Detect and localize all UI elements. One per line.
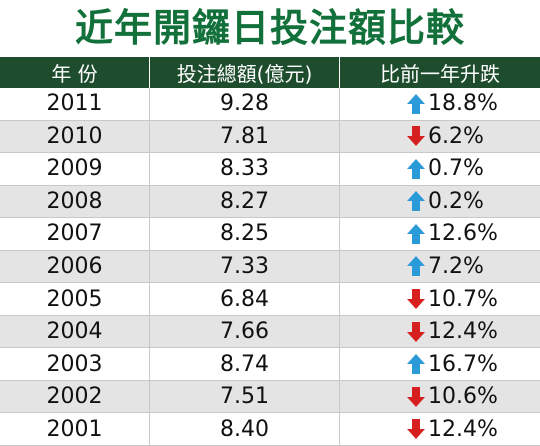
change-text: 18.8%: [428, 91, 498, 117]
change-text: 16.7%: [428, 351, 498, 377]
amount-cell: 8.27: [150, 185, 340, 218]
amount-cell: 8.40: [150, 413, 340, 445]
amount-cell: 8.33: [150, 153, 340, 185]
header-cell: 投注總額(億元): [150, 57, 340, 88]
arrow-up: [407, 191, 425, 212]
table-row: 2010 7.81 6.2%: [0, 120, 540, 154]
amount-cell: 9.28: [150, 88, 340, 120]
change-text: 0.2%: [428, 188, 484, 214]
change-cell: 6.2%: [340, 121, 540, 153]
arrow-up: [407, 354, 425, 375]
change-text: 6.2%: [428, 123, 484, 149]
amount-cell: 8.74: [150, 348, 340, 380]
arrow-up: [407, 93, 425, 114]
year-cell: 2011: [0, 88, 150, 120]
amount-cell: 7.51: [150, 380, 340, 413]
title: 近年開鑼日投注額比較: [74, 6, 465, 50]
amount-cell: 6.84: [150, 283, 340, 315]
table-row: 2009 8.33 0.7%: [0, 153, 540, 186]
year-cell: 2002: [0, 380, 150, 413]
change-cell: 16.7%: [340, 348, 540, 380]
change-cell: 12.6%: [340, 218, 540, 250]
table-row: 2001 8.40 12.4%: [0, 413, 540, 446]
year-cell: 2005: [0, 283, 150, 315]
table-row: 2011 9.28 18.8%: [0, 88, 540, 121]
arrow-down: [407, 321, 425, 342]
year-cell: 2008: [0, 185, 150, 218]
table-row: 2004 7.66 12.4%: [0, 315, 540, 349]
change-text: 12.4%: [428, 319, 498, 345]
change-text: 7.2%: [428, 253, 484, 279]
arrow-up: [407, 256, 425, 277]
table-row: 2007 8.25 12.6%: [0, 218, 540, 251]
table-row: 2008 8.27 0.2%: [0, 185, 540, 219]
amount-cell: 7.33: [150, 250, 340, 283]
change-cell: 12.4%: [340, 413, 540, 445]
amount-cell: 8.25: [150, 218, 340, 250]
year-cell: 2001: [0, 413, 150, 445]
change-text: 0.7%: [428, 156, 484, 182]
change-text: 10.6%: [428, 384, 498, 410]
amount-cell: 7.81: [150, 120, 340, 153]
amount-cell: 7.66: [150, 315, 340, 348]
arrow-down: [407, 419, 425, 440]
header-row: 年 份投注總額(億元) 比前一年升跌: [0, 57, 540, 88]
year-cell: 2006: [0, 250, 150, 283]
arrow-down: [407, 289, 425, 310]
arrow-down: [407, 386, 425, 407]
change-cell: 10.6%: [340, 381, 540, 413]
change-text: 12.4%: [428, 416, 498, 442]
year-cell: 2004: [0, 315, 150, 348]
change-text: 10.7%: [428, 286, 498, 312]
change-cell: 7.2%: [340, 251, 540, 283]
header-cell: 年 份: [0, 57, 150, 88]
table-row: 2005 6.84 10.7%: [0, 283, 540, 316]
arrow-down: [407, 126, 425, 147]
change-cell: 10.7%: [340, 283, 540, 315]
change-text: 12.6%: [428, 221, 498, 247]
table-row: 2002 7.51 10.6%: [0, 380, 540, 414]
change-cell: 0.2%: [340, 186, 540, 218]
arrow-up: [407, 158, 425, 179]
change-cell: 18.8%: [340, 88, 540, 120]
arrow-up: [407, 223, 425, 244]
table-row: 2003 8.74 16.7%: [0, 348, 540, 381]
header-cell: 比前一年升跌: [380, 62, 500, 86]
year-cell: 2003: [0, 348, 150, 380]
table-row: 2006 7.33 7.2%: [0, 250, 540, 284]
change-cell: 0.7%: [340, 153, 540, 185]
change-cell: 12.4%: [340, 316, 540, 348]
year-cell: 2009: [0, 153, 150, 185]
year-cell: 2007: [0, 218, 150, 250]
year-cell: 2010: [0, 120, 150, 153]
